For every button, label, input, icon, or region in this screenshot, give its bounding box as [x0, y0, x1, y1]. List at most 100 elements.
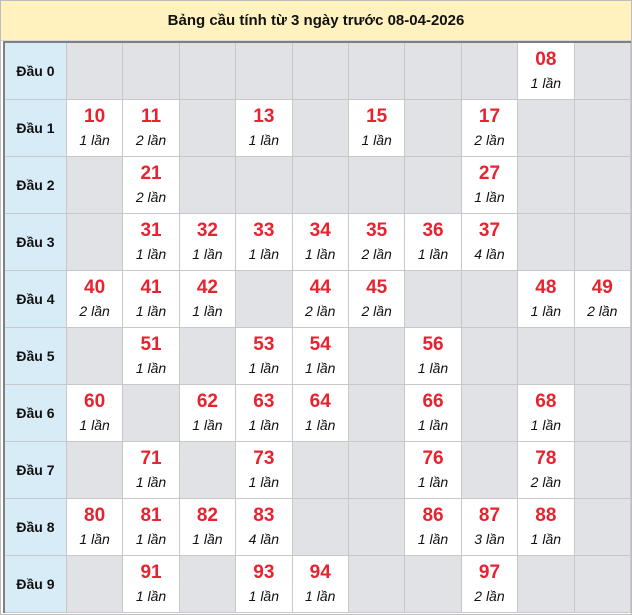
- occurrence-count: 2 lần: [474, 588, 505, 604]
- empty-cell: [573, 555, 631, 613]
- number-cell: 49 2 lần: [573, 270, 631, 328]
- number-cell: 62 1 lần: [178, 384, 237, 442]
- number-cell: 78 2 lần: [517, 441, 575, 499]
- number-cell: 10 1 lần: [65, 99, 124, 157]
- row-label: Đầu 6: [3, 384, 67, 442]
- number-cell: 54 1 lần: [291, 327, 349, 385]
- occurrence-count: 1 lần: [248, 474, 279, 490]
- occurrence-count: 2 lần: [361, 303, 392, 319]
- empty-cell: [65, 156, 124, 214]
- occurrence-count: 3 lần: [474, 531, 505, 547]
- empty-cell: [460, 327, 519, 385]
- empty-cell: [347, 156, 406, 214]
- occurrence-count: 1 lần: [248, 588, 279, 604]
- occurrence-count: 1 lần: [305, 246, 336, 262]
- empty-cell: [573, 99, 631, 157]
- number-value: 73: [253, 448, 275, 469]
- occurrence-count: 1 lần: [135, 303, 167, 319]
- number-value: 40: [84, 277, 106, 298]
- occurrence-count: 2 lần: [474, 132, 505, 148]
- occurrence-count: 1 lần: [530, 417, 562, 433]
- empty-cell: [404, 156, 462, 214]
- empty-cell: [517, 213, 575, 271]
- occurrence-count: 4 lần: [248, 531, 279, 547]
- number-value: 51: [140, 334, 162, 355]
- number-value: 27: [478, 163, 501, 184]
- empty-cell: [178, 327, 237, 385]
- number-value: 91: [140, 562, 162, 583]
- frequency-table: Đầu 0 08 1 lần Đầu 1 10 1 lần 11 2 lần 13 1 lần 15…: [3, 41, 631, 613]
- table-row: Đầu 7 71 1 lần 73 1 lần 76 1 lần 78 2 lần: [3, 441, 631, 499]
- occurrence-count: 1 lần: [305, 417, 336, 433]
- number-cell: 63 1 lần: [235, 384, 293, 442]
- row-label: Đầu 5: [3, 327, 67, 385]
- number-value: 63: [253, 391, 275, 412]
- number-value: 56: [422, 334, 444, 355]
- number-value: 42: [196, 277, 218, 298]
- occurrence-count: 1 lần: [248, 360, 279, 376]
- empty-cell: [347, 441, 406, 499]
- number-cell: 93 1 lần: [235, 555, 293, 613]
- number-cell: 71 1 lần: [122, 441, 180, 499]
- number-cell: 51 1 lần: [122, 327, 180, 385]
- number-cell: 11 2 lần: [122, 99, 180, 157]
- number-cell: 32 1 lần: [178, 213, 237, 271]
- number-value: 13: [253, 106, 275, 127]
- number-value: 08: [535, 49, 557, 70]
- number-value: 94: [309, 562, 331, 583]
- number-cell: 82 1 lần: [178, 498, 237, 556]
- occurrence-count: 1 lần: [79, 132, 110, 148]
- number-cell: 91 1 lần: [122, 555, 180, 613]
- number-value: 21: [140, 163, 162, 184]
- number-value: 87: [478, 505, 501, 526]
- number-cell: 76 1 lần: [404, 441, 462, 499]
- number-cell: 86 1 lần: [404, 498, 462, 556]
- empty-cell: [347, 498, 406, 556]
- table-row: Đầu 3 31 1 lần 32 1 lần 33 1 lần 34 1 lần 35 2 lần…: [3, 213, 631, 271]
- number-value: 71: [140, 448, 162, 469]
- empty-cell: [573, 213, 631, 271]
- empty-cell: [517, 555, 575, 613]
- occurrence-count: 1 lần: [305, 588, 336, 604]
- occurrence-count: 1 lần: [474, 189, 505, 205]
- occurrence-count: 1 lần: [135, 531, 167, 547]
- occurrence-count: 1 lần: [361, 132, 392, 148]
- number-cell: 36 1 lần: [404, 213, 462, 271]
- occurrence-count: 1 lần: [192, 531, 223, 547]
- number-cell: 60 1 lần: [65, 384, 124, 442]
- number-cell: 94 1 lần: [291, 555, 349, 613]
- empty-cell: [178, 156, 237, 214]
- empty-cell: [291, 441, 349, 499]
- table-row: Đầu 4 40 2 lần 41 1 lần 42 1 lần 44 2 lần 45 2 lần…: [3, 270, 631, 328]
- number-value: 48: [535, 277, 557, 298]
- empty-cell: [573, 156, 631, 214]
- number-cell: 56 1 lần: [404, 327, 462, 385]
- number-value: 82: [196, 505, 218, 526]
- occurrence-count: 2 lần: [135, 132, 167, 148]
- occurrence-count: 1 lần: [135, 588, 167, 604]
- occurrence-count: 1 lần: [530, 303, 562, 319]
- number-cell: 83 4 lần: [235, 498, 293, 556]
- number-cell: 21 2 lần: [122, 156, 180, 214]
- number-cell: 80 1 lần: [65, 498, 124, 556]
- number-cell: 13 1 lần: [235, 99, 293, 157]
- occurrence-count: 1 lần: [192, 417, 223, 433]
- number-value: 41: [140, 277, 162, 298]
- row-label: Đầu 3: [3, 213, 67, 271]
- number-cell: 44 2 lần: [291, 270, 349, 328]
- occurrence-count: 1 lần: [417, 417, 449, 433]
- occurrence-count: 2 lần: [361, 246, 392, 262]
- number-cell: 66 1 lần: [404, 384, 462, 442]
- table-title: Bảng cầu tính từ 3 ngày trước 08-04-2026: [1, 1, 631, 41]
- occurrence-count: 1 lần: [135, 360, 167, 376]
- number-value: 66: [422, 391, 444, 412]
- empty-cell: [235, 156, 293, 214]
- number-cell: 87 3 lần: [460, 498, 519, 556]
- number-value: 34: [309, 220, 331, 241]
- table-row: Đầu 0 08 1 lần: [3, 41, 631, 100]
- empty-cell: [122, 41, 180, 100]
- table-row: Đầu 8 80 1 lần 81 1 lần 82 1 lần 83 4 lần 86 1 lần…: [3, 498, 631, 556]
- number-value: 31: [140, 220, 162, 241]
- occurrence-count: 1 lần: [135, 474, 167, 490]
